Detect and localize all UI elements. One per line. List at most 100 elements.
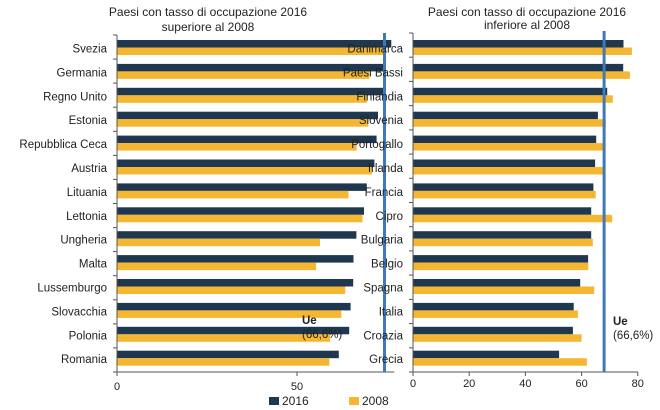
left-chart-bar-2016-lettonia xyxy=(117,207,364,215)
left-chart-bar-2008-austria xyxy=(117,167,372,175)
right-chart-bar-2008-spagna xyxy=(413,286,595,294)
left-chart-category-label-repubblica-ceca: Repubblica Ceca xyxy=(19,139,107,151)
left-chart-bar-2016-estonia xyxy=(117,111,378,120)
right-chart-category-label-grecia: Grecia xyxy=(369,354,403,366)
left-chart-category-label-romania: Romania xyxy=(61,354,108,366)
right-chart-x-tick-label: 20 xyxy=(463,378,475,390)
right-chart-category-label-finlandia: Finlandia xyxy=(356,91,403,103)
left-chart-bar-2016-repubblica-ceca xyxy=(117,135,377,144)
right-chart-bar-2016-grecia xyxy=(413,350,560,359)
left-chart-x-tick-label: 0 xyxy=(114,381,120,393)
right-chart-x-tick-label: 0 xyxy=(410,378,416,390)
left-chart-bar-2016-regno-unito xyxy=(117,87,384,96)
left-chart-bar-2016-romania xyxy=(117,350,339,359)
left-chart-bar-2016-malta xyxy=(117,255,354,263)
right-chart-bar-2016-portogallo xyxy=(413,135,597,144)
left-chart-category-label-lituania: Lituania xyxy=(67,187,108,199)
right-chart-bar-2016-spagna xyxy=(413,279,581,287)
left-chart-x-tick-label: 50 xyxy=(291,381,303,393)
left-chart-category-label-polonia: Polonia xyxy=(69,330,108,342)
legend-label-2016: 2016 xyxy=(282,394,309,408)
left-chart-bar-2016-lituania xyxy=(117,183,367,191)
right-chart-bar-2008-paesi-bassi xyxy=(413,71,630,79)
right-chart-bar-2008-irlanda xyxy=(413,167,603,175)
left-chart-eu-label: Ue xyxy=(302,315,317,327)
left-chart-category-label-svezia: Svezia xyxy=(72,44,107,56)
left-chart-category-label-malta: Malta xyxy=(79,259,108,271)
right-chart-bar-2008-croazia xyxy=(413,334,582,342)
right-chart-bar-2008-danimarca xyxy=(413,47,632,55)
right-chart-bar-2008-finlandia xyxy=(413,95,613,103)
left-chart-bar-2008-lituania xyxy=(117,190,349,199)
right-chart-bar-2016-finlandia xyxy=(413,87,608,96)
right-chart-bar-2008-slovenia xyxy=(413,119,606,127)
left-chart-bar-2008-lettonia xyxy=(117,214,363,223)
right-chart-bar-2016-francia xyxy=(413,183,594,191)
left-chart: Paesi con tasso di occupazione 2016 supe… xyxy=(19,5,395,393)
left-chart-eu-value: (66,6%) xyxy=(302,329,342,341)
left-chart-bar-2016-austria xyxy=(117,159,375,167)
right-chart-bar-2008-grecia xyxy=(413,358,587,366)
left-chart-bar-2008-malta xyxy=(117,262,317,271)
left-chart-title-line-2: superiore al 2008 xyxy=(162,20,255,34)
right-chart-bar-2016-irlanda xyxy=(413,159,596,167)
left-chart-bar-2016-svezia xyxy=(117,40,392,48)
left-chart-category-label-slovacchia: Slovacchia xyxy=(51,306,107,318)
right-chart: Paesi con tasso di occupazione 2016 infe… xyxy=(343,5,654,390)
right-chart-eu-value: (66,6%) xyxy=(613,330,653,342)
left-chart-bar-2016-polonia xyxy=(117,326,350,335)
left-chart-bar-2008-estonia xyxy=(117,119,369,127)
right-chart-bar-2008-bulgaria xyxy=(413,238,593,247)
right-chart-category-label-bulgaria: Bulgaria xyxy=(361,235,404,247)
legend-swatch-2016 xyxy=(269,397,279,405)
legend-swatch-2008 xyxy=(349,397,359,405)
left-chart-category-label-austria: Austria xyxy=(71,163,107,175)
right-chart-category-label-spagna: Spagna xyxy=(363,283,403,295)
right-chart-eu-label: Ue xyxy=(613,316,628,328)
right-chart-category-label-irlanda: Irlanda xyxy=(368,163,404,175)
left-chart-bar-2008-polonia xyxy=(117,334,331,342)
right-chart-category-label-portogallo: Portogallo xyxy=(351,139,403,151)
right-chart-category-label-slovenia: Slovenia xyxy=(359,115,404,127)
right-chart-bar-2016-bulgaria xyxy=(413,231,592,239)
right-chart-category-label-cipro: Cipro xyxy=(376,211,403,223)
right-chart-bar-2008-francia xyxy=(413,190,596,199)
right-chart-category-label-belgio: Belgio xyxy=(371,259,403,271)
left-chart-category-label-germania: Germania xyxy=(57,67,108,79)
left-chart-bar-2016-slovacchia xyxy=(117,302,351,311)
right-chart-x-tick-label: 80 xyxy=(632,378,644,390)
right-chart-bar-2016-croazia xyxy=(413,326,573,335)
right-chart-bar-2008-portogallo xyxy=(413,143,605,151)
right-chart-category-label-paesi-bassi: Paesi Bassi xyxy=(343,67,403,79)
left-chart-bar-2016-ungheria xyxy=(117,231,357,239)
left-chart-bar-2008-germania xyxy=(117,71,370,79)
left-chart-category-label-regno-unito: Regno Unito xyxy=(43,91,107,103)
left-chart-category-label-lettonia: Lettonia xyxy=(66,211,108,223)
right-chart-category-label-italia: Italia xyxy=(379,306,404,318)
right-chart-bar-2016-italia xyxy=(413,302,574,311)
left-chart-category-label-ungheria: Ungheria xyxy=(60,235,107,247)
right-chart-category-label-croazia: Croazia xyxy=(363,330,403,342)
right-chart-bar-2008-cipro xyxy=(413,214,613,223)
right-chart-bar-2008-belgio xyxy=(413,262,589,271)
left-chart-bar-2008-repubblica-ceca xyxy=(117,143,357,151)
left-chart-title-line-1: Paesi con tasso di occupazione 2016 xyxy=(109,5,307,19)
left-chart-bar-2008-romania xyxy=(117,358,330,366)
right-chart-x-tick-label: 60 xyxy=(575,378,587,390)
left-chart-bar-2016-germania xyxy=(117,63,386,72)
left-chart-category-label-lussemburgo: Lussemburgo xyxy=(37,283,107,295)
right-chart-bar-2008-italia xyxy=(413,310,578,318)
legend-label-2008: 2008 xyxy=(362,394,389,408)
right-chart-bar-2016-paesi-bassi xyxy=(413,63,624,72)
left-chart-bar-2008-svezia xyxy=(117,47,385,55)
left-chart-bar-2008-regno-unito xyxy=(117,95,368,103)
right-chart-bar-2016-danimarca xyxy=(413,40,624,48)
right-chart-bar-2016-slovenia xyxy=(413,111,598,120)
right-chart-bar-2016-belgio xyxy=(413,255,589,263)
left-chart-bar-2008-ungheria xyxy=(117,238,320,247)
right-chart-x-tick-label: 40 xyxy=(519,378,531,390)
right-chart-category-label-francia: Francia xyxy=(365,187,404,199)
right-chart-bar-2016-cipro xyxy=(413,207,592,215)
right-chart-category-label-danimarca: Danimarca xyxy=(347,44,403,56)
